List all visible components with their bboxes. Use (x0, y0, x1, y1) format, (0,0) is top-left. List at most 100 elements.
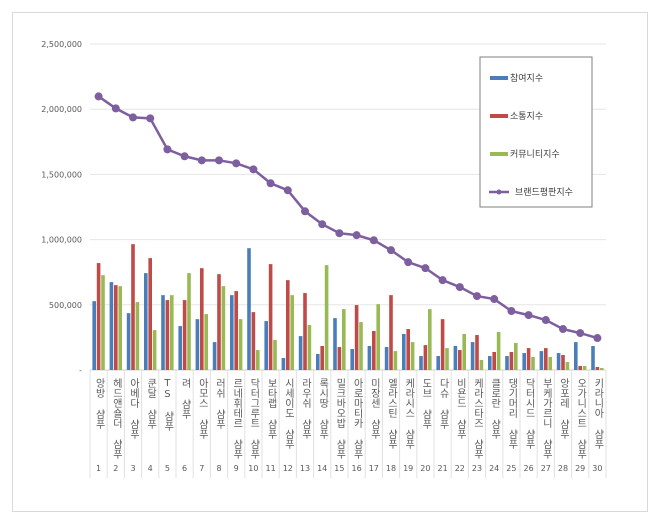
bar-2-24 (492, 352, 496, 370)
category-label: 아로마티카 샴푸 (351, 378, 363, 460)
line-point-3 (129, 113, 137, 122)
bar-3-23 (479, 359, 484, 370)
bar-2-27 (544, 348, 548, 370)
line-point-28 (559, 325, 567, 334)
bar-2-19 (406, 329, 410, 370)
category-rank: 24 (489, 464, 499, 473)
legend-swatch (490, 114, 508, 118)
category-rank: 8 (216, 464, 221, 473)
legend-label: 커뮤니티지수 (510, 149, 560, 160)
category-label: 앙포레 샴푸 (558, 378, 570, 440)
bar-3-1 (101, 275, 105, 370)
line-point-16 (352, 231, 361, 240)
category-label: 시세이도 샴푸 (282, 378, 294, 450)
bar-2-29 (578, 365, 582, 370)
y-tick-label: - (79, 366, 82, 375)
bar-3-22 (462, 334, 466, 370)
category-rank: 16 (352, 464, 362, 473)
category-rank: 2 (113, 464, 118, 473)
line-point-14 (318, 220, 327, 229)
bar-2-10 (251, 312, 256, 370)
category-label: 보타랩 샴푸 (265, 378, 277, 440)
bar-1-12 (281, 358, 286, 370)
line-point-30 (593, 334, 602, 343)
line-point-2 (111, 104, 120, 113)
category-rank: 7 (199, 464, 204, 473)
line-point-21 (438, 276, 447, 285)
bar-2-22 (458, 350, 462, 370)
category-rank: 25 (506, 464, 516, 473)
line-point-26 (524, 311, 533, 320)
line-point-19 (404, 258, 413, 267)
category-rank: 10 (248, 464, 258, 473)
bar-2-26 (526, 348, 531, 370)
bar-2-18 (389, 295, 393, 370)
category-label: 다슈 샴푸 (437, 378, 449, 430)
y-tick-label: 2,000,000 (41, 105, 82, 114)
bar-1-11 (264, 321, 268, 370)
category-rank: 28 (558, 464, 568, 473)
category-rank: 11 (266, 464, 276, 473)
y-tick-label: 500,000 (49, 301, 82, 310)
bar-3-11 (273, 340, 277, 370)
y-tick-label: 1,000,000 (41, 236, 82, 245)
bar-2-9 (234, 291, 238, 370)
category-label: 밀크바오밥 샴푸 (334, 378, 346, 460)
category-rank: 26 (524, 464, 534, 473)
bar-3-16 (359, 322, 363, 370)
category-label: 부케가르니 샴푸 (540, 378, 552, 460)
bar-2-25 (509, 352, 514, 370)
line-point-18 (387, 246, 395, 255)
category-label: 아베다 샴푸 (128, 378, 140, 440)
bar-3-29 (582, 365, 587, 370)
bar-1-30 (591, 346, 595, 370)
bar-3-15 (342, 309, 346, 370)
bar-3-8 (221, 286, 226, 370)
line-point-8 (215, 156, 223, 165)
line-point-25 (507, 307, 516, 316)
bar-1-18 (384, 347, 389, 370)
bar-3-26 (531, 356, 535, 370)
bar-2-2 (114, 285, 118, 370)
category-rank: 12 (283, 464, 293, 473)
bar-2-1 (96, 263, 101, 370)
category-label: 르네휘테르 샴푸 (231, 378, 243, 460)
bar-3-28 (565, 362, 570, 370)
legend-swatch (490, 76, 508, 80)
line-point-6 (180, 152, 189, 161)
line-point-4 (146, 114, 155, 123)
bar-1-20 (419, 356, 423, 370)
category-rank: 15 (334, 464, 344, 473)
bar-3-19 (410, 342, 415, 370)
bar-3-3 (135, 302, 140, 370)
category-label: 미장센 샴푸 (368, 378, 380, 440)
bar-3-27 (548, 356, 552, 370)
bar-1-25 (505, 356, 509, 370)
legend-label: 소통지수 (510, 111, 543, 122)
bar-2-15 (337, 347, 342, 370)
line-point-5 (163, 145, 172, 154)
y-tick-label: 2,500,000 (41, 40, 82, 49)
bar-3-17 (376, 304, 380, 370)
bar-2-8 (217, 274, 221, 370)
bar-1-1 (92, 301, 96, 370)
bar-3-24 (496, 332, 501, 370)
bar-3-5 (170, 295, 174, 370)
line-point-22 (455, 283, 464, 292)
bar-2-4 (148, 258, 152, 370)
chart-frame (12, 12, 648, 512)
bar-1-16 (350, 349, 354, 370)
legend-label: 참여지수 (510, 72, 543, 84)
category-label: 케라시스 샴푸 (403, 378, 415, 450)
bar-1-19 (402, 334, 406, 370)
category-label: 오가니스트 샴푸 (575, 378, 587, 460)
bar-2-3 (131, 244, 135, 370)
line-point-11 (266, 179, 275, 188)
bar-3-14 (324, 265, 329, 370)
category-label: 쿤달 샴푸 (145, 378, 157, 430)
bar-3-2 (118, 286, 122, 370)
bar-1-13 (298, 336, 303, 370)
category-rank: 29 (575, 464, 585, 473)
category-rank: 4 (148, 464, 153, 473)
bar-2-11 (268, 264, 273, 370)
